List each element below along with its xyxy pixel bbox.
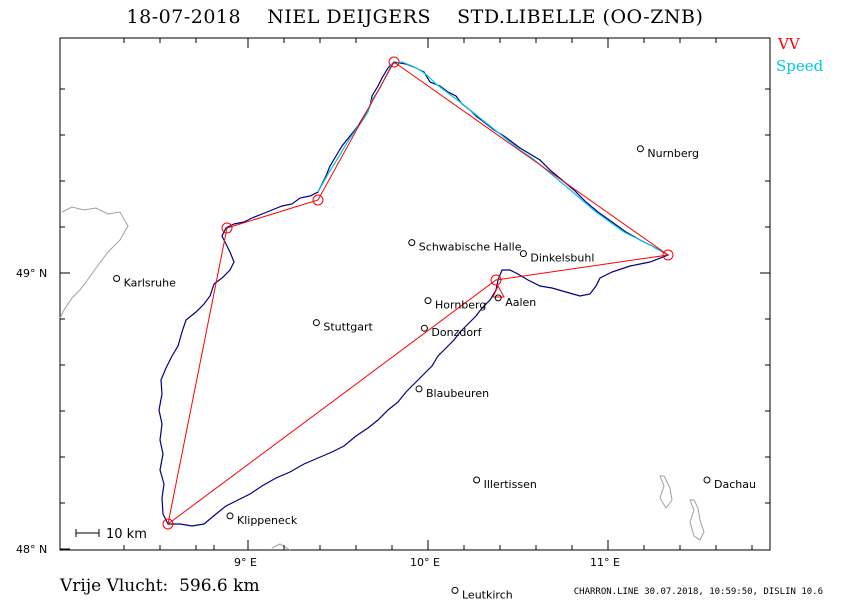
city-marker <box>226 512 234 520</box>
city-label: Dachau <box>714 478 756 491</box>
city-marker <box>415 385 423 393</box>
lake-outline-east-2 <box>689 499 705 541</box>
turnpoint-markers <box>162 56 674 530</box>
city-marker <box>494 294 502 302</box>
turnpoint-marker <box>662 249 674 261</box>
city-label: Aalen <box>505 296 536 309</box>
city-label: Donzdorf <box>431 326 482 339</box>
city-label: Blaubeuren <box>426 387 489 400</box>
city-marker <box>424 297 432 305</box>
turnpoint-marker <box>312 194 324 206</box>
turnpoint-marker <box>490 274 502 286</box>
finish-triangle <box>492 284 505 298</box>
scale-bar-label: 10 km <box>106 527 147 542</box>
city-marker <box>113 275 121 283</box>
border-line-south <box>271 543 291 551</box>
axis-ticks <box>60 38 770 550</box>
city-marker <box>473 476 481 484</box>
city-label: Illertissen <box>484 478 537 491</box>
turnpoint-marker <box>221 222 233 234</box>
city-marker <box>408 239 416 247</box>
city-label: Dinkelsbuhl <box>530 252 594 265</box>
lat-label-48: 48° N <box>16 543 47 556</box>
map-outlines <box>59 206 705 551</box>
city-marker <box>636 145 644 153</box>
city-marker <box>519 250 527 258</box>
lat-label-49: 49° N <box>16 267 47 280</box>
flight-track <box>158 61 670 527</box>
scale-bar: 10 km <box>75 527 147 542</box>
speed-trace <box>317 61 669 256</box>
city-marker <box>312 319 320 327</box>
task-lines <box>167 61 670 525</box>
city-label: Hornberg <box>435 299 486 312</box>
city-label: Karlsruhe <box>124 277 177 290</box>
plot-frame <box>59 37 771 551</box>
lon-label-11: 11° E <box>590 556 620 569</box>
border-line-west <box>59 206 129 319</box>
turnpoint-marker <box>162 518 174 530</box>
chart-title: 18-07-2018 NIEL DEIJGERS STD.LIBELLE (OO… <box>126 6 704 28</box>
flight-distance: Vrije Vlucht: 596.6 km <box>60 576 260 596</box>
city-label: Stuttgart <box>323 321 373 334</box>
credit-line: CHARRON.LINE 30.07.2018, 10:59:50, DISLI… <box>573 587 823 597</box>
city-markers: Nurnberg Schwabische Halle Dinkelsbuhl Karl… <box>113 145 756 601</box>
city-label: Nurnberg <box>647 147 699 160</box>
city-label: Klippeneck <box>237 514 298 527</box>
turnpoint-marker <box>388 56 400 68</box>
city-marker <box>703 476 711 484</box>
legend-vv: VV <box>778 35 800 53</box>
legend-speed: Speed <box>776 57 824 75</box>
lon-label-10: 10° E <box>410 556 440 569</box>
lon-label-9: 9° E <box>234 556 257 569</box>
city-label: Schwabische Halle <box>419 241 522 254</box>
city-label: Leutkirch <box>462 588 513 601</box>
city-marker <box>451 586 459 594</box>
lake-outline-east <box>659 475 673 509</box>
city-marker <box>420 324 428 332</box>
